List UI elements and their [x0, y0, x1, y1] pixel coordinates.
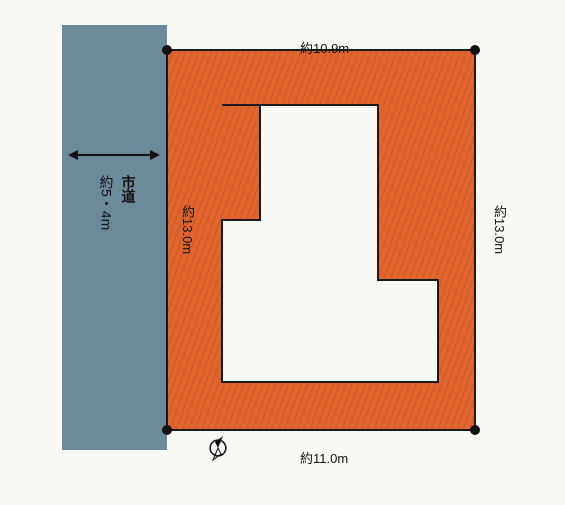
dim-right: 約13.0m [490, 205, 509, 254]
dim-left: 約13.0m [178, 205, 197, 254]
lot-diagram [0, 0, 565, 505]
dim-bottom: 約11.0m [300, 448, 348, 467]
compass-icon [204, 434, 232, 462]
dim-top: 約10.9m [300, 38, 349, 57]
